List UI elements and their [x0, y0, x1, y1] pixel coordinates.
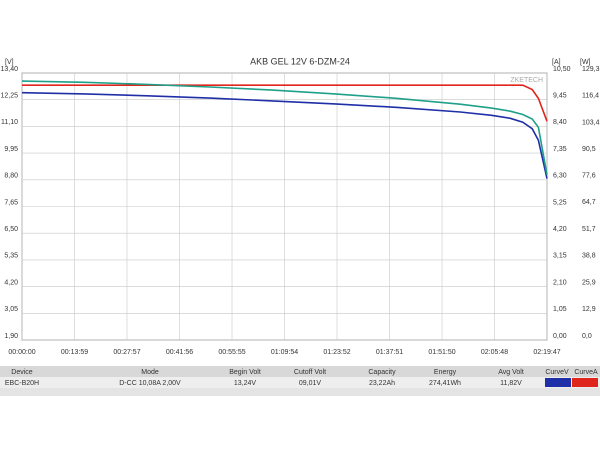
y-tick-label: 12,25: [0, 93, 18, 100]
y3-axis-unit: [W]: [580, 59, 591, 66]
table-header-bg: [0, 366, 600, 377]
y3-tick-label: 90,5: [582, 146, 596, 153]
y-tick-label: 11,10: [1, 119, 18, 126]
y-tick-label: 13,40: [0, 66, 18, 73]
x-tick-label: 01:51:50: [428, 349, 455, 356]
y-tick-label: 4,20: [4, 279, 18, 286]
table-header: Capacity: [368, 369, 396, 376]
y2-tick-label: 8,40: [553, 119, 567, 126]
y2-tick-label: 9,45: [553, 93, 567, 100]
y3-tick-label: 0,0: [582, 333, 592, 340]
x-tick-label: 02:19:47: [533, 349, 560, 356]
table-header: Begin Volt: [229, 369, 261, 376]
y-tick-label: 5,35: [4, 253, 18, 260]
y-tick-label: 8,80: [4, 173, 18, 180]
table-cell: D-CC 10,08A 2,00V: [119, 380, 181, 387]
legend-label: CurveA: [574, 369, 598, 376]
x-tick-label: 00:41:56: [166, 349, 193, 356]
table-cell: EBC-B20H: [5, 380, 39, 387]
table-header: Avg Volt: [498, 369, 524, 376]
x-tick-label: 00:27:57: [113, 349, 140, 356]
y2-axis-unit: [A]: [552, 59, 561, 66]
y-tick-label: 9,95: [4, 146, 18, 153]
x-tick-label: 02:05:48: [481, 349, 508, 356]
y-tick-label: 3,05: [4, 306, 18, 313]
legend-swatch: [572, 378, 598, 387]
x-tick-label: 00:55:55: [218, 349, 245, 356]
y2-tick-label: 1,05: [553, 306, 567, 313]
table-row-bg: [0, 377, 600, 388]
y-tick-label: 7,65: [4, 199, 18, 206]
y2-tick-label: 10,50: [553, 66, 571, 73]
chart-title: AKB GEL 12V 6-DZM-24: [250, 56, 350, 66]
table-header: Device: [11, 369, 33, 376]
y3-tick-label: 77,6: [582, 173, 596, 180]
table-cell: 274,41Wh: [429, 380, 461, 387]
table-cell: 11,82V: [500, 380, 522, 387]
series-line: [21, 91, 548, 179]
y3-tick-label: 116,4: [582, 92, 599, 99]
x-tick-label: 01:23:52: [323, 349, 350, 356]
legend-swatch: [545, 378, 571, 387]
y-tick-label: 6,50: [4, 226, 18, 233]
y3-tick-label: 38,8: [582, 253, 596, 260]
x-tick-label: 00:13:59: [61, 349, 88, 356]
y-tick-label: 1,90: [4, 333, 18, 340]
y3-tick-label: 103,4: [582, 119, 600, 126]
x-tick-label: 01:37:51: [376, 349, 403, 356]
y2-tick-label: 5,25: [553, 199, 567, 206]
x-tick-label: 01:09:54: [271, 349, 298, 356]
table-header: Energy: [434, 369, 457, 376]
y-axis-unit: [V]: [5, 59, 14, 66]
watermark: ZKETECH: [510, 77, 543, 84]
table-cell: 09,01V: [299, 380, 322, 387]
table-header: Cutoff Volt: [294, 369, 326, 376]
y3-tick-label: 129,3: [582, 66, 600, 73]
y2-tick-label: 6,30: [553, 173, 567, 180]
y2-tick-label: 2,10: [553, 279, 567, 286]
table-header: Mode: [141, 369, 159, 376]
legend-label: CurveV: [545, 369, 569, 376]
y3-tick-label: 25,9: [582, 279, 596, 286]
y2-tick-label: 7,35: [553, 146, 567, 153]
x-tick-label: 00:00:00: [8, 349, 35, 356]
table-cell: 23,22Ah: [369, 380, 395, 387]
y2-tick-label: 0,00: [553, 333, 567, 340]
y3-tick-label: 64,7: [582, 199, 596, 206]
table-footer-bg: [0, 388, 600, 396]
y3-tick-label: 12,9: [582, 306, 596, 313]
table-cell: 13,24V: [234, 380, 257, 387]
y3-tick-label: 51,7: [582, 226, 596, 233]
y2-tick-label: 4,20: [553, 226, 567, 233]
y2-tick-label: 3,15: [553, 253, 567, 260]
series-line: [21, 80, 548, 175]
